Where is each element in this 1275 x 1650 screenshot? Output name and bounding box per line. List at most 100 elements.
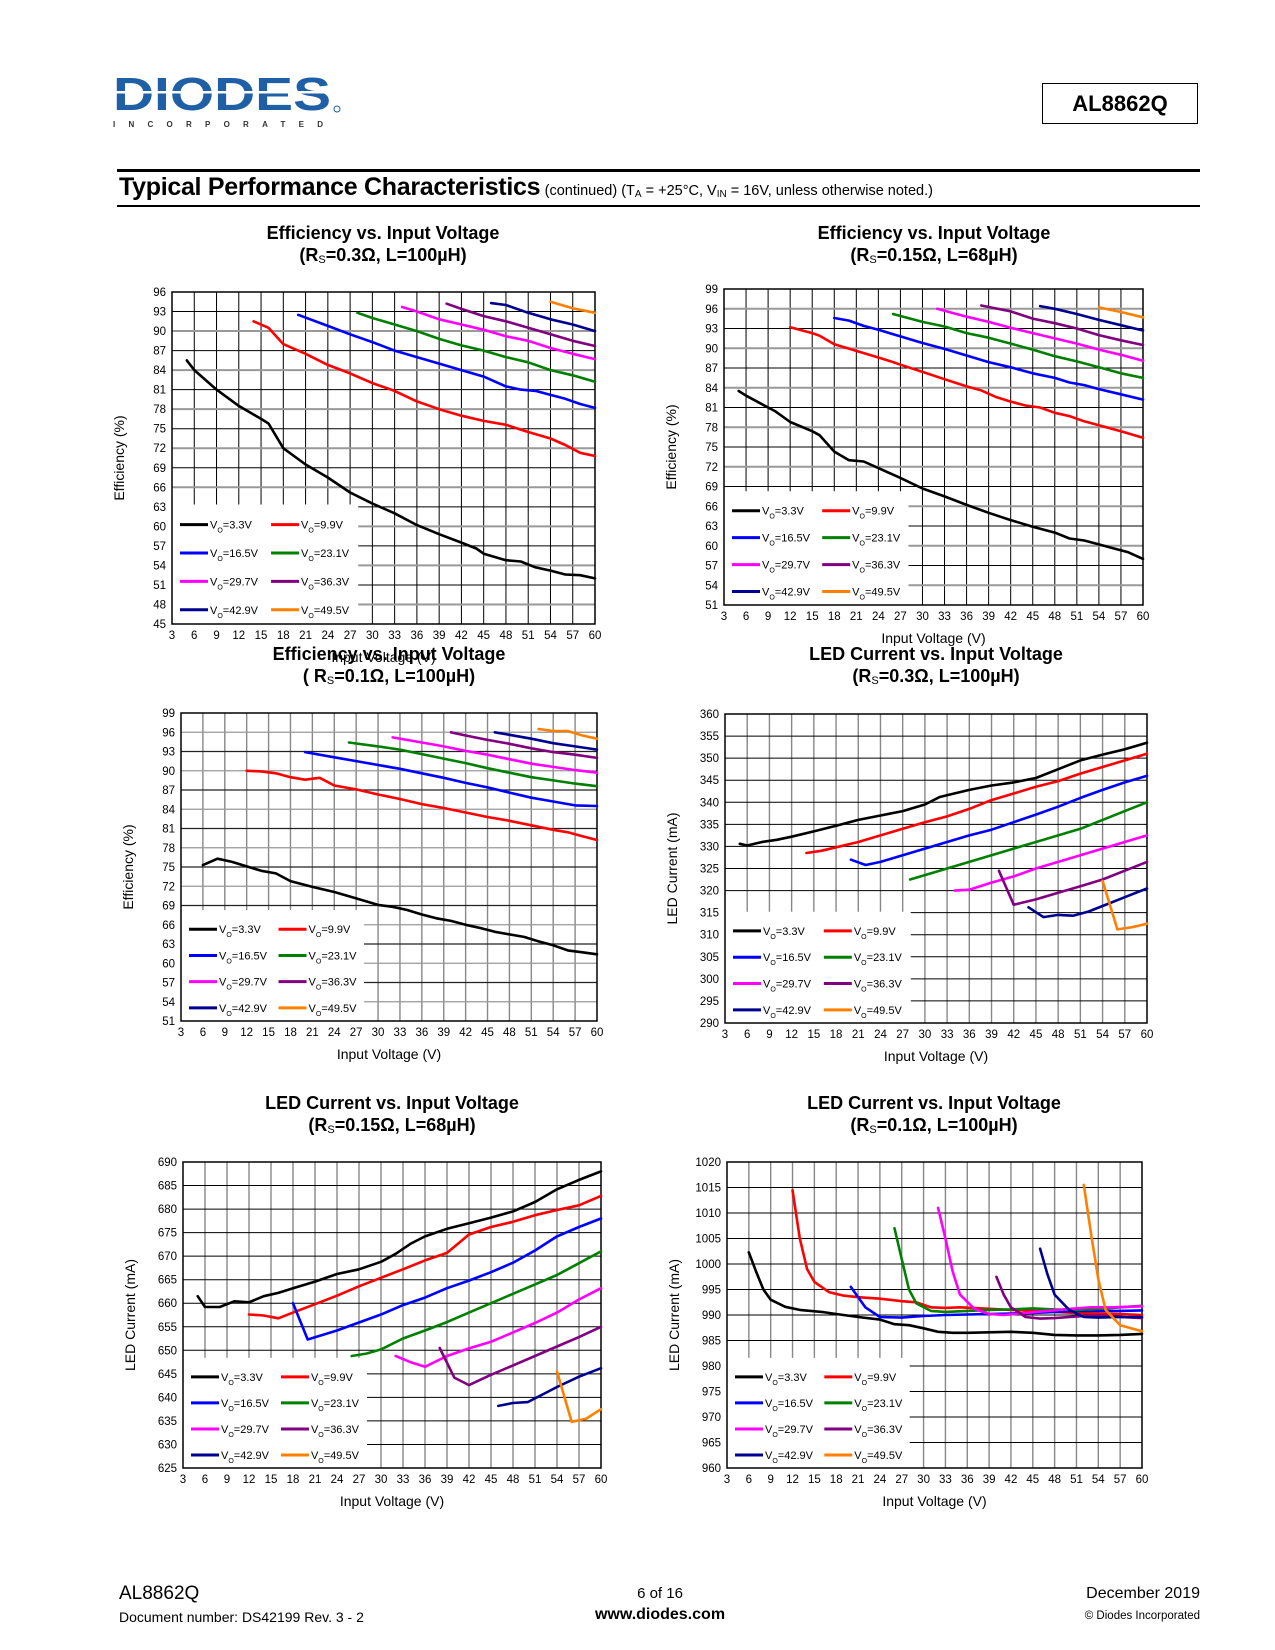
x-tick-label: 21 bbox=[299, 630, 312, 642]
series-line-23-1v bbox=[908, 801, 1149, 881]
legend-label: VO=23.1V bbox=[854, 952, 903, 967]
legend-item: VO=9.9V bbox=[278, 924, 352, 939]
x-tick-label: 45 bbox=[1030, 1029, 1043, 1041]
legend-item: VO=29.7V bbox=[180, 576, 259, 591]
y-tick-label: 975 bbox=[702, 1387, 721, 1399]
y-axis-label: LED Current (mA) bbox=[664, 812, 680, 924]
footer-url[interactable]: www.diodes.com bbox=[594, 1606, 726, 1623]
x-tick-label: 18 bbox=[284, 1027, 297, 1039]
y-tick-label: 1020 bbox=[695, 1157, 721, 1169]
y-tick-label: 66 bbox=[705, 501, 718, 513]
legend-item: VO=36.3V bbox=[824, 1424, 903, 1439]
series-line-49-5v bbox=[1097, 306, 1145, 319]
y-tick-label: 670 bbox=[158, 1251, 177, 1263]
legend-label: VO=36.3V bbox=[311, 1424, 360, 1439]
x-tick-label: 9 bbox=[222, 1027, 228, 1039]
x-tick-label: 24 bbox=[321, 630, 334, 642]
legend-label: VO=23.1V bbox=[852, 533, 901, 548]
x-tick-label: 21 bbox=[852, 1029, 865, 1041]
y-axis-label: Efficiency (%) bbox=[120, 824, 136, 909]
legend-label: VO=23.1V bbox=[854, 1398, 903, 1413]
legend-item: VO=9.9V bbox=[823, 926, 897, 941]
footer-document-number: Document number: DS42199 Rev. 3 - 2 bbox=[119, 1609, 364, 1625]
y-tick-label: 965 bbox=[702, 1438, 721, 1450]
x-tick-label: 42 bbox=[463, 1474, 476, 1486]
subtitle-sub: S bbox=[869, 1124, 877, 1136]
x-tick-label: 57 bbox=[1114, 1474, 1127, 1486]
legend-item: VO=9.9V bbox=[822, 506, 895, 521]
series-line-23-1v bbox=[893, 1227, 1144, 1314]
x-tick-label: 57 bbox=[569, 1027, 582, 1039]
x-tick-label: 24 bbox=[873, 1474, 886, 1486]
series-line-9-9v bbox=[245, 769, 599, 842]
y-tick-label: 96 bbox=[153, 287, 166, 299]
legend-item: VO=36.3V bbox=[822, 560, 901, 575]
x-tick-label: 18 bbox=[277, 630, 290, 642]
series-line-29-7v bbox=[394, 1286, 603, 1369]
x-tick-label: 60 bbox=[1141, 1029, 1154, 1041]
x-tick-label: 6 bbox=[746, 1474, 752, 1486]
series-line-36-3v bbox=[438, 1325, 603, 1387]
series-line-9-9v bbox=[252, 319, 597, 458]
x-axis-label: Input Voltage (V) bbox=[881, 630, 985, 646]
chart-subtitle: (RS=0.3Ω, L=100µH) bbox=[736, 665, 1136, 692]
x-tick-label: 51 bbox=[1074, 1029, 1087, 1041]
y-tick-label: 81 bbox=[705, 403, 718, 415]
chart-plot: 3 6 9 12 15 18 21 24 27 30 33 36 39 42 45 48 51 54 57 60290… bbox=[664, 709, 1154, 1064]
legend-label: VO=36.3V bbox=[852, 560, 901, 575]
series-line-42-9v bbox=[1027, 887, 1149, 919]
legend-item: VO=49.5V bbox=[824, 1450, 903, 1465]
legend-label: VO=49.5V bbox=[309, 1003, 358, 1018]
x-tick-label: 6 bbox=[743, 611, 749, 623]
chart-legend: VO=3.3V VO=9.9V VO=16.5V VO=23.1V VO=29.7V VO… bbox=[729, 1358, 910, 1467]
y-tick-label: 350 bbox=[700, 753, 719, 765]
y-tick-label: 310 bbox=[700, 930, 719, 942]
y-tick-label: 320 bbox=[700, 886, 719, 898]
legend-item: VO=42.9V bbox=[191, 1450, 270, 1465]
y-tick-label: 63 bbox=[153, 502, 166, 514]
legend-label: VO=16.5V bbox=[762, 533, 811, 548]
y-axis-label: Efficiency (%) bbox=[111, 415, 127, 500]
y-tick-label: 325 bbox=[700, 864, 719, 876]
x-tick-label: 9 bbox=[767, 1474, 773, 1486]
legend-item: VO=42.9V bbox=[733, 1005, 812, 1020]
y-tick-label: 87 bbox=[153, 346, 166, 358]
series-line-16-5v bbox=[833, 316, 1145, 401]
y-tick-label: 60 bbox=[153, 521, 166, 533]
x-tick-label: 3 bbox=[178, 1027, 184, 1039]
legend-label: VO=9.9V bbox=[309, 924, 352, 939]
chart-title-line1: Efficiency vs. Input Voltage bbox=[817, 223, 1051, 243]
legend-label: VO=9.9V bbox=[854, 926, 897, 941]
y-axis-label: LED Current (mA) bbox=[666, 1259, 682, 1371]
x-tick-label: 27 bbox=[353, 1474, 366, 1486]
x-tick-label: 30 bbox=[372, 1027, 385, 1039]
x-tick-label: 9 bbox=[766, 1029, 772, 1041]
legend-label: VO=16.5V bbox=[219, 950, 268, 965]
x-axis-label: Input Voltage (V) bbox=[340, 1493, 444, 1509]
y-tick-label: 1000 bbox=[695, 1259, 721, 1271]
chart-title: LED Current vs. Input Voltage (RS=0.1Ω, L… bbox=[734, 1092, 1134, 1141]
legend-label: VO=23.1V bbox=[309, 950, 358, 965]
legend-label: VO=23.1V bbox=[311, 1398, 360, 1413]
legend-label: VO=3.3V bbox=[765, 1372, 808, 1387]
x-tick-label: 39 bbox=[985, 1029, 998, 1041]
series-line-9-9v bbox=[788, 325, 1145, 440]
footer-page-number: 6 of 16 bbox=[637, 1585, 683, 1602]
logo-wordmark: DIODES bbox=[113, 72, 331, 120]
legend-item: VO=16.5V bbox=[733, 952, 812, 967]
y-tick-label: 93 bbox=[162, 747, 175, 759]
legend-item: VO=23.1V bbox=[823, 952, 903, 967]
x-tick-label: 57 bbox=[566, 630, 579, 642]
x-tick-label: 57 bbox=[1118, 1029, 1131, 1041]
x-tick-label: 27 bbox=[894, 611, 907, 623]
y-tick-label: 985 bbox=[702, 1336, 721, 1348]
legend-label: VO=42.9V bbox=[765, 1450, 814, 1465]
y-tick-label: 78 bbox=[705, 422, 718, 434]
subtitle-pre: (R bbox=[852, 666, 872, 686]
x-tick-label: 15 bbox=[265, 1474, 278, 1486]
y-tick-label: 54 bbox=[153, 560, 166, 572]
x-tick-label: 15 bbox=[262, 1027, 275, 1039]
y-tick-label: 84 bbox=[153, 365, 166, 377]
y-tick-label: 81 bbox=[162, 824, 175, 836]
y-tick-label: 635 bbox=[158, 1416, 177, 1428]
